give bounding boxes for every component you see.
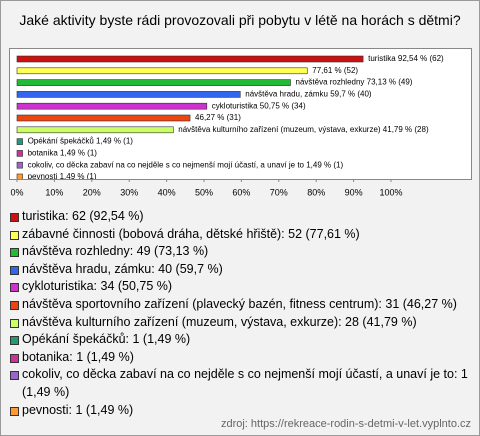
source: zdroj: https://rekreace-rodin-s-detmi-v-…	[220, 418, 471, 430]
bar-label: Opékání špekáčků 1,49 % (1)	[28, 137, 134, 146]
bar	[16, 138, 23, 145]
x-tick-label: 20%	[83, 187, 101, 197]
legend: turistika: 62 (92,54 %) zábavné činnosti …	[9, 208, 471, 419]
legend-label: cokoliv, co děcka zabaví na co nejděle s…	[22, 367, 468, 399]
legend-label: cykloturistika: 34 (50,75 %)	[22, 279, 173, 294]
bar	[16, 79, 291, 86]
bar-label: návštěva kulturního zařízení (muzeum, vý…	[178, 125, 429, 134]
legend-label: návštěva sportovního zařízení (plavecký …	[22, 296, 457, 311]
legend-label: Opékání špekáčků: 1 (1,49 %)	[22, 332, 191, 347]
legend-swatch	[10, 213, 19, 222]
bar	[16, 150, 23, 157]
legend-item: botanika: 1 (1,49 %)	[9, 349, 471, 367]
legend-item: návštěva hradu, zámku: 40 (59,7 %)	[9, 261, 471, 279]
bar-label: návštěva hradu, zámku 59,7 % (40)	[245, 90, 372, 99]
bar	[16, 102, 208, 110]
x-tick-label: 30%	[120, 187, 138, 197]
x-tick-label: 80%	[307, 187, 325, 197]
legend-swatch	[10, 336, 19, 346]
bar	[16, 55, 364, 63]
bar	[16, 161, 23, 169]
x-tick-label: 100%	[379, 187, 402, 197]
bar-label: 46,27 % (31)	[195, 113, 241, 122]
legend-label: návštěva rozhledny: 49 (73,13 %)	[22, 244, 209, 259]
legend-swatch	[10, 248, 19, 258]
x-tick-label: 40%	[158, 187, 176, 197]
x-tick-label: 10%	[45, 187, 63, 197]
legend-swatch	[10, 283, 19, 293]
x-tick-label: 70%	[270, 187, 288, 197]
legend-swatch	[10, 265, 19, 275]
legend-item: cykloturistika: 34 (50,75 %)	[9, 278, 471, 296]
bar	[16, 114, 191, 122]
legend-swatch	[10, 371, 19, 381]
legend-label: zábavné činnosti (bobová dráha, dětské h…	[22, 226, 360, 241]
bar-label: pevnosti 1,49 % (1)	[28, 172, 97, 181]
x-tick-label: 90%	[345, 187, 363, 197]
chart: turistika 92,54 % (62) 77,61 % (52) návště…	[9, 48, 472, 197]
legend-item: návštěva kulturního zařízení (muzeum, vý…	[9, 314, 471, 332]
legend-label: návštěva kulturního zařízení (muzeum, vý…	[22, 314, 417, 329]
bar-label: návštěva rozhledny 73,13 % (49)	[296, 78, 413, 87]
chart-title: Jaké aktivity byste rádi provozovali při…	[19, 12, 461, 28]
bar-label: 77,61 % (52)	[312, 66, 358, 75]
x-tick-label: 60%	[232, 187, 250, 197]
bar-label: cokoliv, co děcka zabaví na co nejděle s…	[28, 160, 344, 169]
bar	[16, 91, 241, 98]
legend-swatch	[10, 406, 19, 416]
bar	[16, 67, 308, 75]
bar	[16, 126, 174, 134]
legend-swatch	[10, 300, 19, 310]
legend-item: návštěva rozhledny: 49 (73,13 %)	[9, 243, 471, 261]
legend-label: návštěva hradu, zámku: 40 (59,7 %)	[22, 261, 223, 276]
legend-item: pevnosti: 1 (1,49 %)	[9, 402, 471, 420]
bar-label: cykloturistika 50,75 % (34)	[212, 101, 306, 110]
legend-swatch	[10, 230, 19, 240]
bar-label: turistika 92,54 % (62)	[368, 54, 444, 63]
legend-item: návštěva sportovního zařízení (plavecký …	[9, 296, 471, 314]
legend-item: Opékání špekáčků: 1 (1,49 %)	[9, 331, 471, 349]
x-tick-label: 0%	[10, 187, 23, 197]
bar	[16, 173, 23, 179]
legend-item: cokoliv, co děcka zabaví na co nejděle s…	[9, 366, 471, 401]
legend-item: zábavné činnosti (bobová dráha, dětské h…	[9, 226, 471, 244]
legend-item: turistika: 62 (92,54 %)	[9, 208, 471, 226]
legend-swatch	[10, 318, 19, 328]
x-tick-label: 50%	[195, 187, 213, 197]
legend-label: botanika: 1 (1,49 %)	[22, 349, 134, 364]
legend-swatch	[10, 353, 19, 363]
bar-label: botanika 1,49 % (1)	[28, 149, 98, 158]
legend-label: pevnosti: 1 (1,49 %)	[22, 402, 134, 417]
legend-label: turistika: 62 (92,54 %)	[22, 209, 144, 223]
